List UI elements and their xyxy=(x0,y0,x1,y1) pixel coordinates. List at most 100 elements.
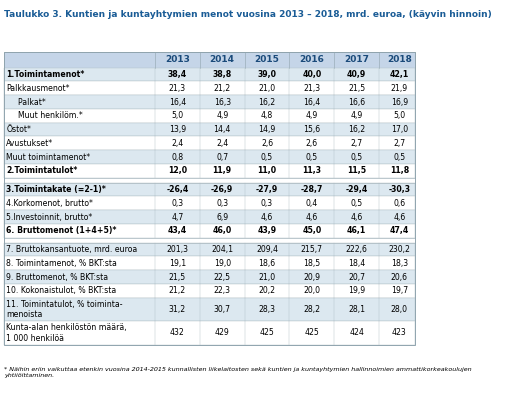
Text: 2,6: 2,6 xyxy=(306,139,318,148)
Text: 16,2: 16,2 xyxy=(348,125,365,134)
Text: 17,0: 17,0 xyxy=(391,125,408,134)
Text: Östot*: Östot* xyxy=(6,125,31,134)
Text: 230,2: 230,2 xyxy=(388,245,410,254)
Text: 4,7: 4,7 xyxy=(171,213,184,222)
Text: 0,6: 0,6 xyxy=(393,199,405,208)
Text: 19,1: 19,1 xyxy=(169,259,186,268)
Text: 20,9: 20,9 xyxy=(303,272,320,282)
Text: 2,4: 2,4 xyxy=(171,139,184,148)
Bar xyxy=(4,256,415,270)
Text: 0,3: 0,3 xyxy=(216,199,228,208)
Text: 4.Korkomenot, brutto*: 4.Korkomenot, brutto* xyxy=(6,199,93,208)
Text: 40,0: 40,0 xyxy=(302,70,322,79)
Text: 5,0: 5,0 xyxy=(171,111,184,120)
Bar xyxy=(4,243,415,256)
Text: 30,7: 30,7 xyxy=(214,305,231,314)
Text: 18,5: 18,5 xyxy=(303,259,321,268)
Text: 11,3: 11,3 xyxy=(302,166,321,175)
Text: Muut henkilöm.*: Muut henkilöm.* xyxy=(13,111,83,120)
Text: 19,7: 19,7 xyxy=(391,286,408,295)
Text: 43,9: 43,9 xyxy=(258,226,277,235)
Text: 424: 424 xyxy=(349,328,364,337)
Text: 45,0: 45,0 xyxy=(302,226,322,235)
Text: 21,5: 21,5 xyxy=(348,84,365,93)
Bar xyxy=(4,210,415,224)
Text: Taulukko 3. Kuntien ja kuntayhtymien menot vuosina 2013 – 2018, mrd. euroa, (käy: Taulukko 3. Kuntien ja kuntayhtymien men… xyxy=(4,10,492,19)
Text: 6. Bruttomenot (1+4+5)*: 6. Bruttomenot (1+4+5)* xyxy=(6,226,117,235)
Bar xyxy=(4,109,415,123)
Text: 16,3: 16,3 xyxy=(213,98,231,106)
Text: 11,0: 11,0 xyxy=(258,166,277,175)
Text: 2,7: 2,7 xyxy=(350,139,363,148)
Text: 19,9: 19,9 xyxy=(348,286,365,295)
Bar xyxy=(4,321,415,345)
Text: 42,1: 42,1 xyxy=(390,70,409,79)
Text: 22,5: 22,5 xyxy=(214,272,231,282)
Text: 16,4: 16,4 xyxy=(303,98,321,106)
Text: 5.Investoinnit, brutto*: 5.Investoinnit, brutto* xyxy=(6,213,92,222)
Text: 0,7: 0,7 xyxy=(216,153,228,162)
Text: 0,5: 0,5 xyxy=(393,153,405,162)
Text: -26,4: -26,4 xyxy=(166,185,189,194)
Text: 16,4: 16,4 xyxy=(169,98,186,106)
Text: 2,6: 2,6 xyxy=(261,139,273,148)
Text: Kunta-alan henkilöstön määrä,
1 000 henkilöä: Kunta-alan henkilöstön määrä, 1 000 henk… xyxy=(6,323,127,343)
Text: 215,7: 215,7 xyxy=(301,245,323,254)
Text: 5,0: 5,0 xyxy=(393,111,405,120)
Text: 4,6: 4,6 xyxy=(306,213,318,222)
Text: 2013: 2013 xyxy=(165,56,190,64)
Text: 8. Toimintamenot, % BKT:sta: 8. Toimintamenot, % BKT:sta xyxy=(6,259,117,268)
Text: 21,0: 21,0 xyxy=(259,84,275,93)
Text: -26,9: -26,9 xyxy=(211,185,233,194)
Text: 432: 432 xyxy=(170,328,185,337)
Text: 10. Kokonaistulot, % BKT:sta: 10. Kokonaistulot, % BKT:sta xyxy=(6,286,116,295)
Text: 2015: 2015 xyxy=(254,56,280,64)
Text: 11,9: 11,9 xyxy=(212,166,232,175)
Bar xyxy=(4,238,415,243)
Text: 16,9: 16,9 xyxy=(391,98,408,106)
Text: 9. Bruttomenot, % BKT:sta: 9. Bruttomenot, % BKT:sta xyxy=(6,272,108,282)
Text: 19,0: 19,0 xyxy=(213,259,231,268)
Text: 1.Toimintamenot*: 1.Toimintamenot* xyxy=(6,70,85,79)
Bar xyxy=(4,81,415,95)
Bar xyxy=(4,284,415,298)
Text: 46,0: 46,0 xyxy=(212,226,232,235)
Text: 22,3: 22,3 xyxy=(214,286,231,295)
Text: 14,9: 14,9 xyxy=(259,125,275,134)
Text: 15,6: 15,6 xyxy=(303,125,321,134)
Text: Muut toimintamenot*: Muut toimintamenot* xyxy=(6,153,90,162)
Text: 11,5: 11,5 xyxy=(347,166,366,175)
Text: 4,6: 4,6 xyxy=(261,213,273,222)
Text: 423: 423 xyxy=(392,328,407,337)
Text: 4,6: 4,6 xyxy=(350,213,363,222)
Text: 20,0: 20,0 xyxy=(303,286,320,295)
Bar xyxy=(4,224,415,238)
Text: Palkkausmenot*: Palkkausmenot* xyxy=(6,84,70,93)
Text: 4,8: 4,8 xyxy=(261,111,273,120)
Text: 47,4: 47,4 xyxy=(390,226,409,235)
Text: 4,9: 4,9 xyxy=(216,111,228,120)
Bar xyxy=(4,137,415,150)
Text: 2014: 2014 xyxy=(210,56,235,64)
Text: 2,4: 2,4 xyxy=(216,139,228,148)
Text: 21,3: 21,3 xyxy=(169,84,186,93)
Bar xyxy=(4,68,415,81)
Text: 38,8: 38,8 xyxy=(212,70,232,79)
Text: 20,2: 20,2 xyxy=(259,286,275,295)
Text: 18,3: 18,3 xyxy=(391,259,408,268)
Bar xyxy=(4,196,415,210)
Text: 425: 425 xyxy=(304,328,319,337)
Text: 21,2: 21,2 xyxy=(169,286,186,295)
Text: 14,4: 14,4 xyxy=(213,125,231,134)
Text: 21,3: 21,3 xyxy=(303,84,321,93)
Text: 11. Toimintatulot, % toiminta-
menoista: 11. Toimintatulot, % toiminta- menoista xyxy=(6,300,123,319)
Text: Avustukset*: Avustukset* xyxy=(6,139,53,148)
Text: 0,8: 0,8 xyxy=(171,153,184,162)
Text: 21,9: 21,9 xyxy=(391,84,408,93)
Text: 429: 429 xyxy=(215,328,230,337)
Bar xyxy=(4,95,415,109)
Text: 20,7: 20,7 xyxy=(348,272,365,282)
Text: 21,2: 21,2 xyxy=(213,84,231,93)
Bar xyxy=(4,164,415,178)
Text: 2017: 2017 xyxy=(344,56,369,64)
